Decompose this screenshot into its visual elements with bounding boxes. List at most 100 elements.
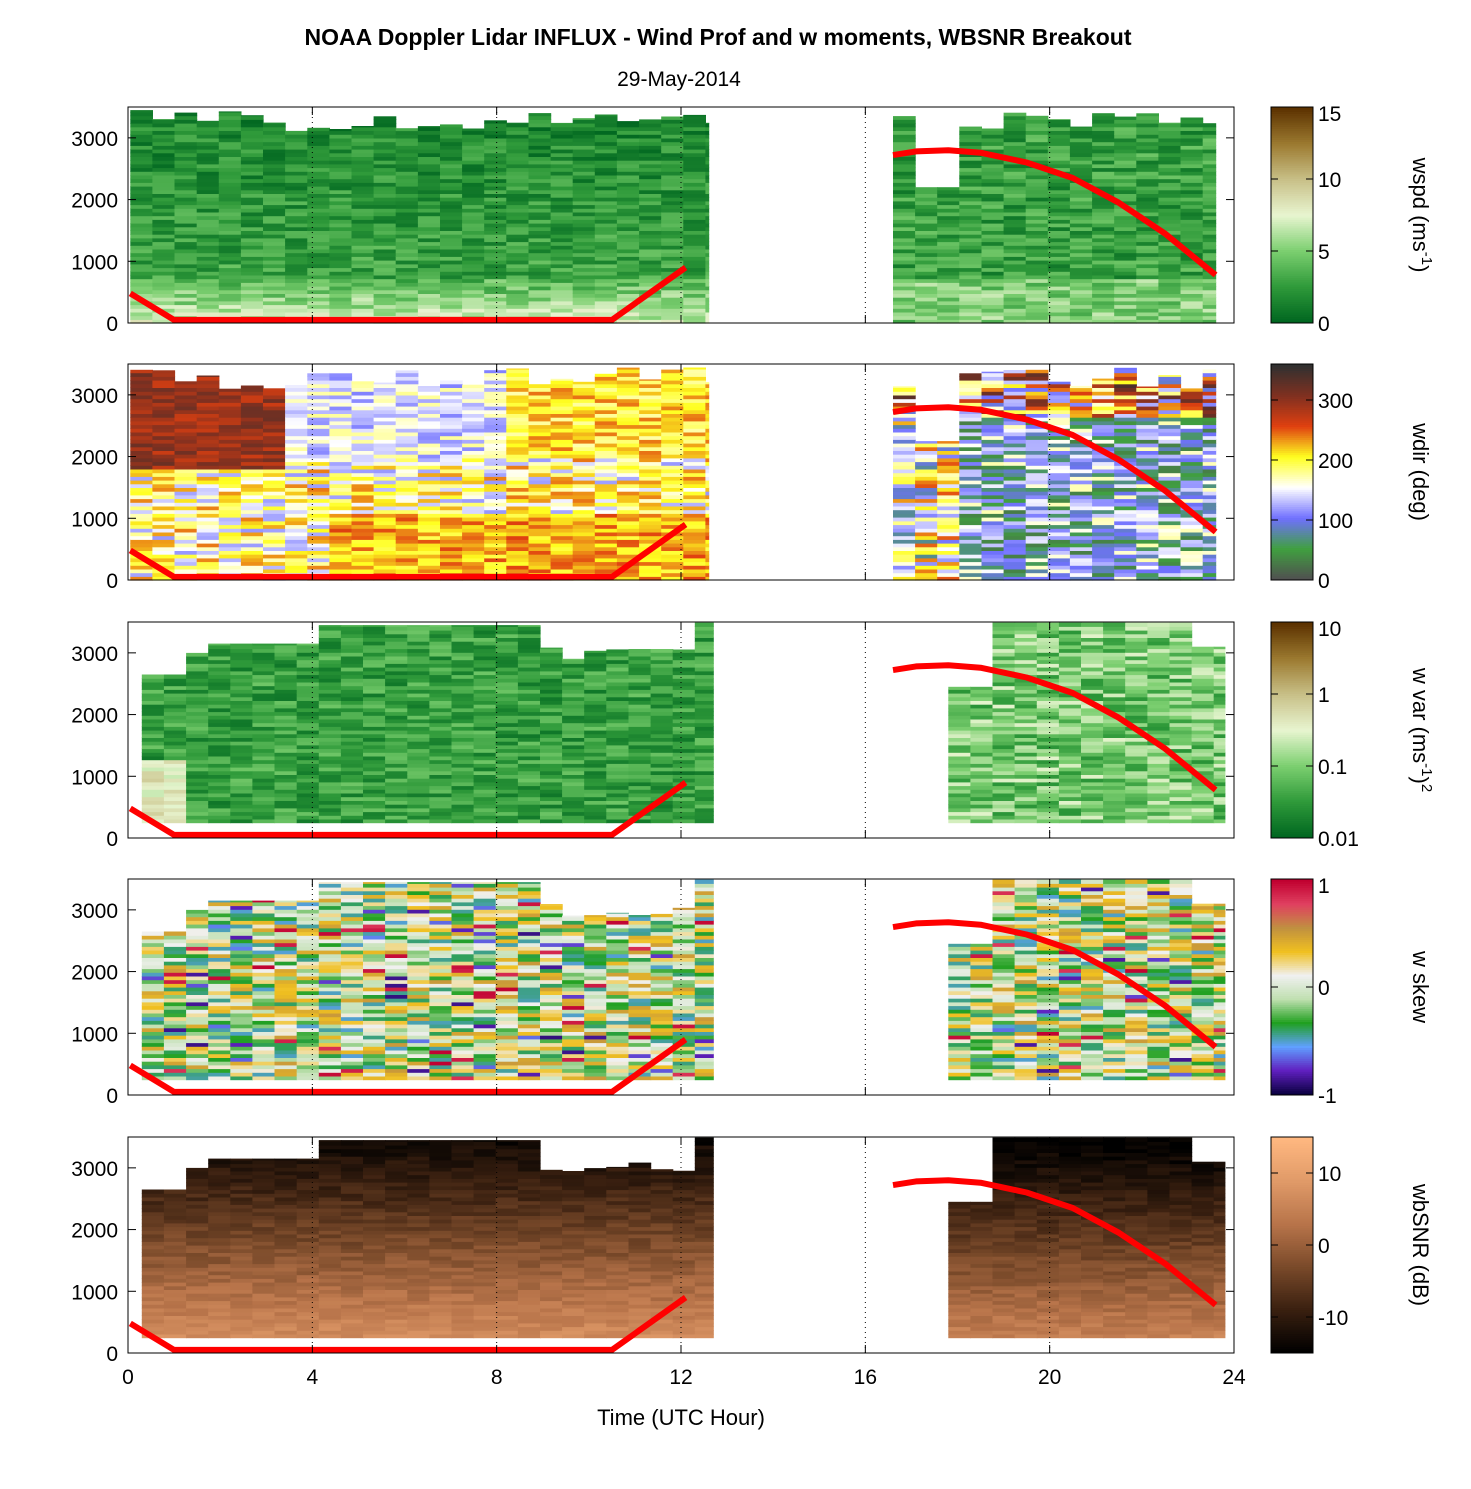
heatmap-cell (1025, 446, 1049, 451)
heatmap-cell (1047, 149, 1071, 154)
heatmap-cell (893, 561, 916, 566)
heatmap-cell (440, 215, 463, 220)
heatmap-cell (1069, 465, 1093, 470)
heatmap-cell (218, 491, 242, 496)
heatmap-cell (594, 502, 618, 507)
heatmap-cell (981, 572, 1005, 577)
heatmap-cell (915, 498, 938, 503)
heatmap-cell (1114, 505, 1137, 511)
heatmap-cell (240, 385, 264, 389)
heatmap-cell (915, 208, 938, 213)
heatmap-cell (395, 141, 419, 146)
heatmap-cell (373, 457, 397, 463)
heatmap-cell (130, 550, 153, 555)
heatmap-cell (196, 520, 220, 526)
heatmap-cell (240, 286, 264, 291)
heatmap-cell (572, 502, 596, 507)
heatmap-cell (550, 454, 574, 459)
heatmap-cell (373, 208, 397, 213)
heatmap-cell (484, 454, 507, 459)
heatmap-cell (981, 260, 1005, 265)
heatmap-cell (285, 208, 308, 213)
heatmap-cell (915, 494, 938, 500)
heatmap-cell (506, 387, 529, 392)
heatmap-cell (263, 520, 286, 526)
heatmap-cell (152, 182, 176, 187)
heatmap-cell (285, 245, 308, 250)
heatmap-cell (528, 286, 552, 291)
heatmap-cell (141, 804, 165, 809)
heatmap-cell (307, 160, 330, 165)
heatmap-cell (417, 245, 441, 250)
heatmap-cell (893, 454, 916, 459)
heatmap-cell (1180, 483, 1204, 488)
heatmap-cell (152, 446, 176, 451)
heatmap-cell (959, 517, 982, 522)
heatmap-cell (1158, 152, 1182, 157)
heatmap-cell (351, 387, 375, 392)
heatmap-cell (417, 409, 441, 414)
heatmap-cell (1069, 576, 1093, 581)
heatmap-cell (705, 524, 710, 529)
heatmap-cell (329, 565, 353, 570)
heatmap-cell (506, 252, 529, 257)
heatmap-cell (1158, 505, 1182, 511)
heatmap-cell (218, 465, 242, 470)
heatmap-cell (263, 524, 286, 529)
heatmap-cell (1025, 115, 1049, 120)
colorbar-swatch (1271, 426, 1313, 430)
heatmap-cell (959, 226, 982, 231)
heatmap-cell (937, 223, 960, 228)
heatmap-cell (1136, 386, 1159, 388)
heatmap-cell (130, 123, 153, 128)
colorbar-swatch (1271, 500, 1313, 503)
heatmap-cell (462, 237, 485, 243)
heatmap-cell (196, 498, 220, 503)
heatmap-cell (196, 141, 220, 146)
heatmap-cell (240, 300, 264, 306)
colorbar-swatch (1271, 497, 1313, 501)
heatmap-cell (417, 226, 441, 231)
heatmap-cell (174, 189, 198, 194)
heatmap-cell (152, 186, 176, 191)
heatmap-cell (1136, 237, 1159, 243)
heatmap-cell (1114, 263, 1137, 269)
heatmap-cell (915, 472, 938, 477)
heatmap-cell (1136, 528, 1159, 533)
heatmap-cell (329, 311, 353, 317)
heatmap-cell (329, 152, 353, 157)
heatmap-cell (683, 260, 706, 265)
heatmap-cell (1180, 435, 1204, 440)
heatmap-cell (937, 267, 960, 272)
heatmap-cell (263, 145, 286, 150)
heatmap-cell (572, 182, 596, 187)
heatmap-cell (196, 524, 220, 529)
heatmap-cell (373, 543, 397, 548)
heatmap-cell (484, 394, 507, 400)
heatmap-cell (639, 174, 662, 180)
heatmap-cell (616, 134, 640, 139)
heatmap-cell (484, 468, 507, 474)
heatmap-cell (1069, 561, 1093, 566)
heatmap-cell (307, 237, 330, 243)
heatmap-cell (440, 226, 463, 231)
heatmap-cell (1136, 152, 1159, 157)
heatmap-cell (594, 278, 618, 283)
heatmap-cell (186, 741, 209, 746)
heatmap-cell (1114, 156, 1137, 161)
heatmap-cell (351, 494, 375, 500)
heatmap-cell (616, 413, 640, 418)
colorbar-swatch (1271, 135, 1313, 138)
heatmap-cell (395, 274, 419, 280)
heatmap-cell (263, 457, 286, 463)
heatmap-cell (1003, 391, 1027, 396)
heatmap-cell (1069, 219, 1093, 224)
heatmap-cell (639, 304, 662, 309)
heatmap-cell (462, 200, 485, 206)
heatmap-cell (395, 457, 419, 463)
heatmap-cell (174, 524, 198, 529)
heatmap-cell (572, 461, 596, 466)
heatmap-cell (462, 245, 485, 250)
heatmap-cell (616, 502, 640, 507)
